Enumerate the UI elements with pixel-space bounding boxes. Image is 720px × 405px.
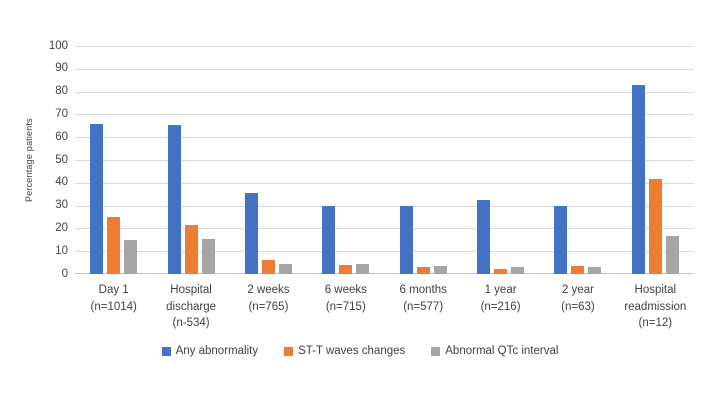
y-tick-label-30: 30 [55, 199, 68, 212]
y-axis-ticks: 0 10 20 30 40 50 60 70 80 90 100 [0, 40, 68, 279]
x-axis-label-5: 1 year (n=216) [480, 284, 521, 313]
bar-any-abnormality-2 [244, 193, 258, 274]
y-tick-label-10: 10 [55, 244, 68, 257]
bar-group-7 [617, 46, 694, 274]
bar-st-t-waves-changes-3 [339, 264, 353, 274]
bar-abnormal-qtc-interval-5 [511, 267, 525, 274]
bar-st-t-waves-changes-6 [571, 266, 585, 274]
y-tick-label-100: 100 [48, 39, 68, 52]
bar-st-t-waves-changes-2 [261, 260, 275, 274]
bar-st-t-waves-changes-1 [184, 224, 198, 274]
bar-any-abnormality-0 [90, 123, 104, 274]
bar-any-abnormality-4 [399, 205, 413, 274]
bar-group-5 [462, 46, 539, 274]
x-axis-label-3: 6 weeks (n=715) [324, 284, 367, 313]
plot-area [75, 46, 694, 274]
bar-st-t-waves-changes-7 [648, 179, 662, 274]
bar-group-1 [152, 46, 229, 274]
bar-group-2 [230, 46, 307, 274]
legend-item-any-abnormality: Any abnormality [161, 345, 259, 357]
legend-item-st-t-waves-changes: ST-T waves changes [284, 345, 405, 357]
bar-any-abnormality-7 [631, 84, 645, 274]
legend: Any abnormality ST-T waves changes Abnorma… [0, 345, 720, 357]
gridline-20 [75, 228, 694, 230]
bar-any-abnormality-5 [477, 199, 491, 274]
bar-st-t-waves-changes-5 [494, 269, 508, 274]
bar-abnormal-qtc-interval-0 [124, 239, 138, 274]
gridline-70 [75, 114, 694, 116]
legend-label: Abnormal QTc interval [445, 345, 559, 357]
y-tick-label-90: 90 [55, 62, 68, 75]
legend-item-abnormal-qtc-interval: Abnormal QTc interval [431, 345, 558, 357]
legend-swatch-icon [284, 346, 294, 356]
bar-group-0 [75, 46, 152, 274]
legend-swatch-icon [161, 346, 171, 356]
x-axis-label-1: Hospital discharge (n-534) [166, 284, 216, 330]
x-axis-labels: Day 1 (n=1014) Hospital discharge (n-534)… [75, 282, 694, 338]
legend-swatch-icon [431, 346, 441, 356]
x-axis-label-0: Day 1 (n=1014) [90, 284, 137, 313]
y-tick-label-20: 20 [55, 221, 68, 234]
bar-abnormal-qtc-interval-4 [433, 266, 447, 274]
bar-st-t-waves-changes-4 [416, 267, 430, 274]
gridline-10 [75, 251, 694, 253]
bar-abnormal-qtc-interval-6 [588, 267, 602, 274]
gridline-80 [75, 91, 694, 93]
bar-group-4 [385, 46, 462, 274]
x-axis-label-6: 2 year (n=63) [561, 284, 595, 313]
x-axis-label-2: 2 weeks (n=765) [247, 284, 290, 313]
x-axis-label-7: Hospital readmission (n=12) [624, 284, 687, 330]
gridline-30 [75, 205, 694, 207]
y-tick-label-50: 50 [55, 153, 68, 166]
y-tick-label-0: 0 [61, 267, 68, 280]
gridline-90 [75, 68, 694, 70]
gridline-50 [75, 160, 694, 161]
bar-st-t-waves-changes-0 [107, 217, 121, 274]
bar-any-abnormality-1 [167, 124, 181, 274]
bar-group-3 [307, 46, 384, 274]
y-tick-label-40: 40 [55, 176, 68, 189]
bar-abnormal-qtc-interval-7 [665, 236, 679, 274]
bar-abnormal-qtc-interval-2 [278, 263, 292, 274]
gridline-60 [75, 137, 694, 139]
x-axis-label-4: 6 months (n=577) [399, 284, 447, 313]
bar-abnormal-qtc-interval-1 [201, 238, 215, 274]
gridline-100 [75, 46, 694, 47]
gridline-40 [75, 182, 694, 184]
bar-group-6 [539, 46, 616, 274]
y-tick-label-70: 70 [55, 107, 68, 120]
x-axis-line [75, 273, 694, 274]
legend-label: Any abnormality [175, 345, 259, 357]
bar-abnormal-qtc-interval-3 [356, 263, 370, 274]
legend-label: ST-T waves changes [298, 345, 406, 357]
bar-any-abnormality-3 [322, 205, 336, 274]
y-tick-label-80: 80 [55, 85, 68, 98]
bar-any-abnormality-6 [554, 205, 568, 274]
y-tick-label-60: 60 [55, 130, 68, 143]
